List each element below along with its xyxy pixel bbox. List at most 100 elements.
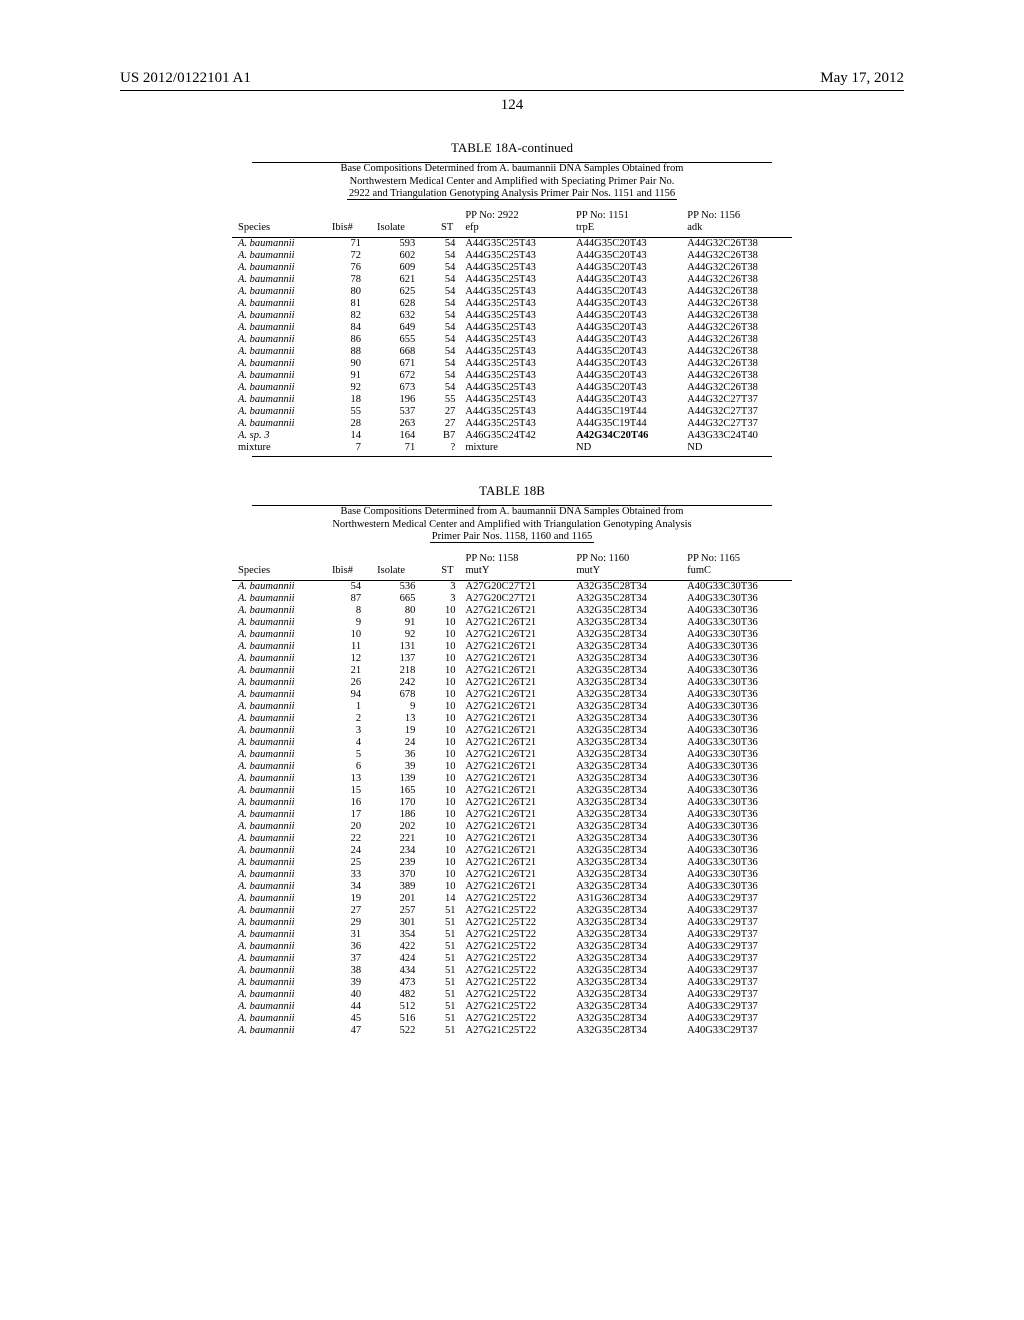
cell-isolate: 628 [371, 298, 425, 310]
cell-c1: A27G21C26T21 [460, 833, 571, 845]
cell-species: A. baumannii [232, 869, 326, 881]
cell-c2: A32G35C28T34 [570, 689, 681, 701]
cell-st: 14 [425, 893, 459, 905]
cell-species: A. baumannii [232, 358, 326, 370]
cell-species: A. sp. 3 [232, 430, 326, 442]
cell-c2: A32G35C28T34 [570, 977, 681, 989]
cell-isolate: 9 [371, 701, 425, 713]
cell-ibis: 1 [326, 701, 371, 713]
table-row: A. baumannii2930151A27G21C25T22A32G35C28… [232, 917, 792, 929]
cell-st: 54 [425, 322, 459, 334]
cell-c1: A27G21C26T21 [460, 629, 571, 641]
cell-c3: A40G33C30T36 [681, 761, 792, 773]
cell-ibis: 11 [326, 641, 371, 653]
cell-ibis: 33 [326, 869, 371, 881]
cell-c1: A27G21C26T21 [460, 857, 571, 869]
cell-c1: A27G21C26T21 [460, 785, 571, 797]
cell-c2: A44G35C20T43 [570, 322, 681, 334]
cell-species: A. baumannii [232, 262, 326, 274]
table-row: A. baumannii4752251A27G21C25T22A32G35C28… [232, 1025, 792, 1037]
cell-c3: A40G33C30T36 [681, 737, 792, 749]
cell-st: 10 [425, 701, 459, 713]
cell-ibis: 82 [326, 310, 371, 322]
cell-c3: A40G33C30T36 [681, 857, 792, 869]
cell-isolate: 164 [371, 430, 425, 442]
cell-st: 51 [425, 989, 459, 1001]
table-row: A. baumannii3642251A27G21C25T22A32G35C28… [232, 941, 792, 953]
cell-ibis: 55 [326, 406, 371, 418]
cell-species: A. baumannii [232, 593, 326, 605]
cell-c2: A32G35C28T34 [570, 953, 681, 965]
cell-ibis: 22 [326, 833, 371, 845]
cell-c1: A27G21C26T21 [460, 821, 571, 833]
cell-c2: A44G35C19T44 [570, 418, 681, 430]
cell-c2: A32G35C28T34 [570, 761, 681, 773]
cell-c3: A44G32C26T38 [681, 262, 792, 274]
cell-isolate: 473 [371, 977, 425, 989]
cell-st: 10 [425, 617, 459, 629]
table-row: A. baumannii2826327A44G35C25T43A44G35C19… [232, 418, 792, 430]
cell-c3: A44G32C26T38 [681, 346, 792, 358]
table-row: A. baumannii8263254A44G35C25T43A44G35C20… [232, 310, 792, 322]
table-row: A. baumannii1313910A27G21C26T21A32G35C28… [232, 773, 792, 785]
table-row: A. baumannii4048251A27G21C25T22A32G35C28… [232, 989, 792, 1001]
col-st: ST [425, 547, 459, 581]
cell-c1: A27G21C25T22 [460, 953, 571, 965]
cell-c3: A40G33C30T36 [681, 641, 792, 653]
cell-species: A. baumannii [232, 797, 326, 809]
cell-c1: A44G35C25T43 [459, 250, 570, 262]
cell-isolate: 673 [371, 382, 425, 394]
cell-c2: A32G35C28T34 [570, 941, 681, 953]
cell-isolate: 165 [371, 785, 425, 797]
col-st: ST [425, 204, 459, 238]
cell-isolate: 593 [371, 237, 425, 250]
cell-c2: A32G35C28T34 [570, 1001, 681, 1013]
cell-species: A. baumannii [232, 394, 326, 406]
cell-c2: A44G35C20T43 [570, 286, 681, 298]
cell-ibis: 25 [326, 857, 371, 869]
cell-c3: A44G32C27T37 [681, 394, 792, 406]
cell-c1: A44G35C25T43 [459, 406, 570, 418]
cell-c2: A32G35C28T34 [570, 785, 681, 797]
cell-ibis: 3 [326, 725, 371, 737]
cell-ibis: 71 [326, 237, 371, 250]
cell-c2: A32G35C28T34 [570, 629, 681, 641]
cell-st: 54 [425, 262, 459, 274]
cell-st: 10 [425, 641, 459, 653]
cell-species: A. baumannii [232, 761, 326, 773]
cell-species: mixture [232, 442, 326, 454]
cell-c1: A27G21C26T21 [460, 761, 571, 773]
cell-c3: A44G32C26T38 [681, 322, 792, 334]
cell-c3: A40G33C29T37 [681, 893, 792, 905]
cell-ibis: 87 [326, 593, 371, 605]
cell-c3: A40G33C30T36 [681, 881, 792, 893]
col-species: Species [232, 547, 326, 581]
cell-st: 10 [425, 809, 459, 821]
cell-c2: A44G35C20T43 [570, 358, 681, 370]
cell-ibis: 7 [326, 442, 371, 454]
cell-isolate: 434 [371, 965, 425, 977]
cell-st: 10 [425, 797, 459, 809]
cell-c3: A40G33C30T36 [681, 617, 792, 629]
cell-isolate: 516 [371, 1013, 425, 1025]
table-row: A. baumannii8062554A44G35C25T43A44G35C20… [232, 286, 792, 298]
table-row: A. baumannii8162854A44G35C25T43A44G35C20… [232, 298, 792, 310]
cell-st: 51 [425, 905, 459, 917]
cell-ibis: 92 [326, 382, 371, 394]
cell-ibis: 54 [326, 580, 371, 593]
cell-ibis: 88 [326, 346, 371, 358]
cell-c1: A27G21C26T21 [460, 713, 571, 725]
cell-c1: A27G21C26T21 [460, 773, 571, 785]
cell-c2: A32G35C28T34 [570, 965, 681, 977]
table-row: A. baumannii3947351A27G21C25T22A32G35C28… [232, 977, 792, 989]
cell-ibis: 12 [326, 653, 371, 665]
cell-isolate: 632 [371, 310, 425, 322]
cell-st: 10 [425, 689, 459, 701]
cell-c3: ND [681, 442, 792, 454]
cell-isolate: 39 [371, 761, 425, 773]
cell-c2: A44G35C19T44 [570, 406, 681, 418]
cell-c2: A44G35C20T43 [570, 334, 681, 346]
cell-species: A. baumannii [232, 881, 326, 893]
cell-c1: A44G35C25T43 [459, 382, 570, 394]
table-row: A. baumannii3337010A27G21C26T21A32G35C28… [232, 869, 792, 881]
